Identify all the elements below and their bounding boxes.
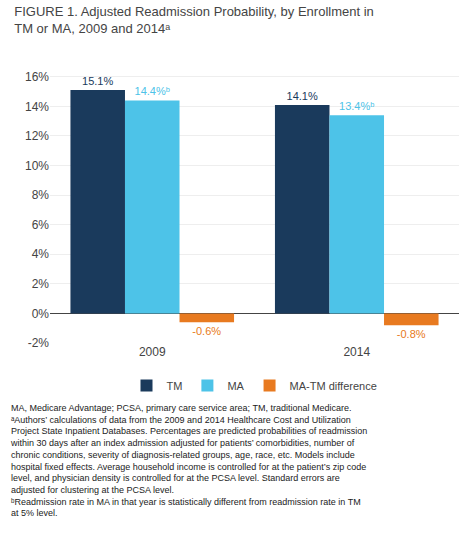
svg-text:MA: MA <box>227 380 244 392</box>
svg-text:14.4%ᵇ: 14.4%ᵇ <box>135 85 170 97</box>
svg-text:0%: 0% <box>32 307 50 321</box>
svg-text:10%: 10% <box>25 159 49 173</box>
svg-text:15.1%: 15.1% <box>82 75 113 87</box>
svg-text:14.1%: 14.1% <box>287 90 318 102</box>
svg-text:8%: 8% <box>32 188 50 202</box>
svg-text:6%: 6% <box>32 218 50 232</box>
svg-text:2009: 2009 <box>139 345 166 359</box>
svg-text:-2%: -2% <box>28 336 50 350</box>
svg-text:MA, Medicare Advantage; PCSA,: MA, Medicare Advantage; PCSA, primary ca… <box>10 403 367 518</box>
svg-text:4%: 4% <box>32 247 50 261</box>
svg-text:12%: 12% <box>25 129 49 143</box>
svg-text:TM: TM <box>167 380 183 392</box>
svg-text:2014: 2014 <box>343 345 370 359</box>
svg-text:-0.6%: -0.6% <box>192 325 221 337</box>
svg-text:2%: 2% <box>32 277 50 291</box>
svg-text:14%: 14% <box>25 100 49 114</box>
svg-text:16%: 16% <box>25 70 49 84</box>
svg-text:13.4%ᵇ: 13.4%ᵇ <box>339 100 374 112</box>
svg-text:MA-TM difference: MA-TM difference <box>290 380 377 392</box>
svg-text:-0.8%: -0.8% <box>397 328 426 340</box>
svg-text:FIGURE 1. Adjusted Readmission: FIGURE 1. Adjusted Readmission Probabili… <box>14 4 374 36</box>
